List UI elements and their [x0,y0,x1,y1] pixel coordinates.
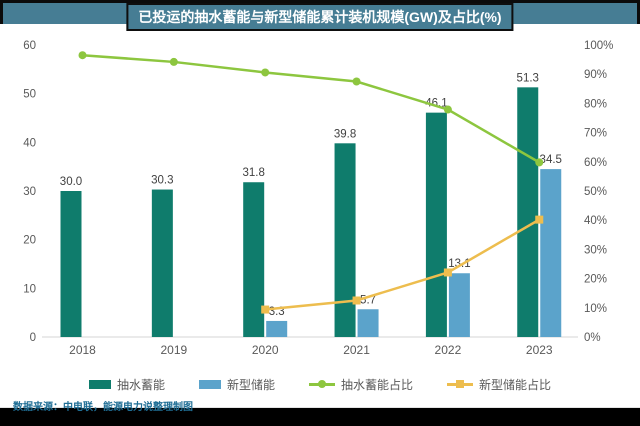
svg-text:2019: 2019 [160,343,187,357]
data-source-note: 数据来源：中电联，能源电力说整理制图 [13,402,193,413]
square-marker-icon [456,380,465,388]
chart-title: 已投运的抽水蓄能与新型储能累计装机规模(GW)及占比(%) [126,3,514,31]
svg-text:30: 30 [23,186,36,198]
svg-text:30.0: 30.0 [60,176,82,188]
new-bar-swatch-icon [198,379,221,389]
svg-text:0%: 0% [584,332,601,344]
pumped-line-swatch-icon [309,380,335,388]
legend-label: 新型储能 [226,377,275,392]
bottom-black-band [0,407,640,426]
legend-item-new-line: 新型储能占比 [447,376,551,393]
svg-text:31.8: 31.8 [243,167,265,179]
svg-text:20%: 20% [584,274,607,286]
svg-text:51.3: 51.3 [517,72,539,84]
legend-item-new-bar: 新型储能 [198,376,275,393]
svg-text:2020: 2020 [252,343,279,357]
pumped-bar-swatch-icon [88,379,111,389]
svg-text:10%: 10% [584,303,607,315]
combo-chart-canvas: 0 10 20 30 40 50 60 0% 10% 20% 30% 40% 50% 60% 70% 80% 9… [23,40,613,357]
svg-text:90%: 90% [584,69,607,81]
svg-text:80%: 80% [584,98,607,110]
legend-label: 新型储能占比 [479,377,552,392]
svg-text:50%: 50% [584,186,607,198]
legend-label: 抽水蓄能 [116,377,165,392]
new-line-swatch-icon [447,380,474,388]
legend-item-pumped-bar: 抽水蓄能 [88,376,165,393]
svg-text:100%: 100% [584,40,613,52]
svg-text:30.3: 30.3 [151,175,173,187]
svg-text:0: 0 [30,332,36,344]
svg-text:20: 20 [23,235,36,247]
svg-text:39.8: 39.8 [334,128,356,140]
svg-text:30%: 30% [584,244,607,256]
svg-text:2018: 2018 [69,343,96,357]
legend-label: 抽水蓄能占比 [341,377,414,392]
chart-legend: 抽水蓄能 新型储能 抽水蓄能占比 新型储能占比 [0,372,640,396]
svg-text:10: 10 [23,283,36,295]
svg-text:70%: 70% [584,128,607,140]
svg-text:60: 60 [23,40,36,52]
svg-text:2021: 2021 [343,343,370,357]
svg-text:2022: 2022 [435,343,462,357]
legend-item-pumped-line: 抽水蓄能占比 [309,376,413,393]
svg-text:2023: 2023 [526,343,553,357]
svg-text:34.5: 34.5 [540,154,562,166]
circle-marker-icon [318,380,326,388]
svg-text:50: 50 [23,89,36,101]
svg-text:40: 40 [23,137,36,149]
svg-text:40%: 40% [584,215,607,227]
svg-text:60%: 60% [584,157,607,169]
